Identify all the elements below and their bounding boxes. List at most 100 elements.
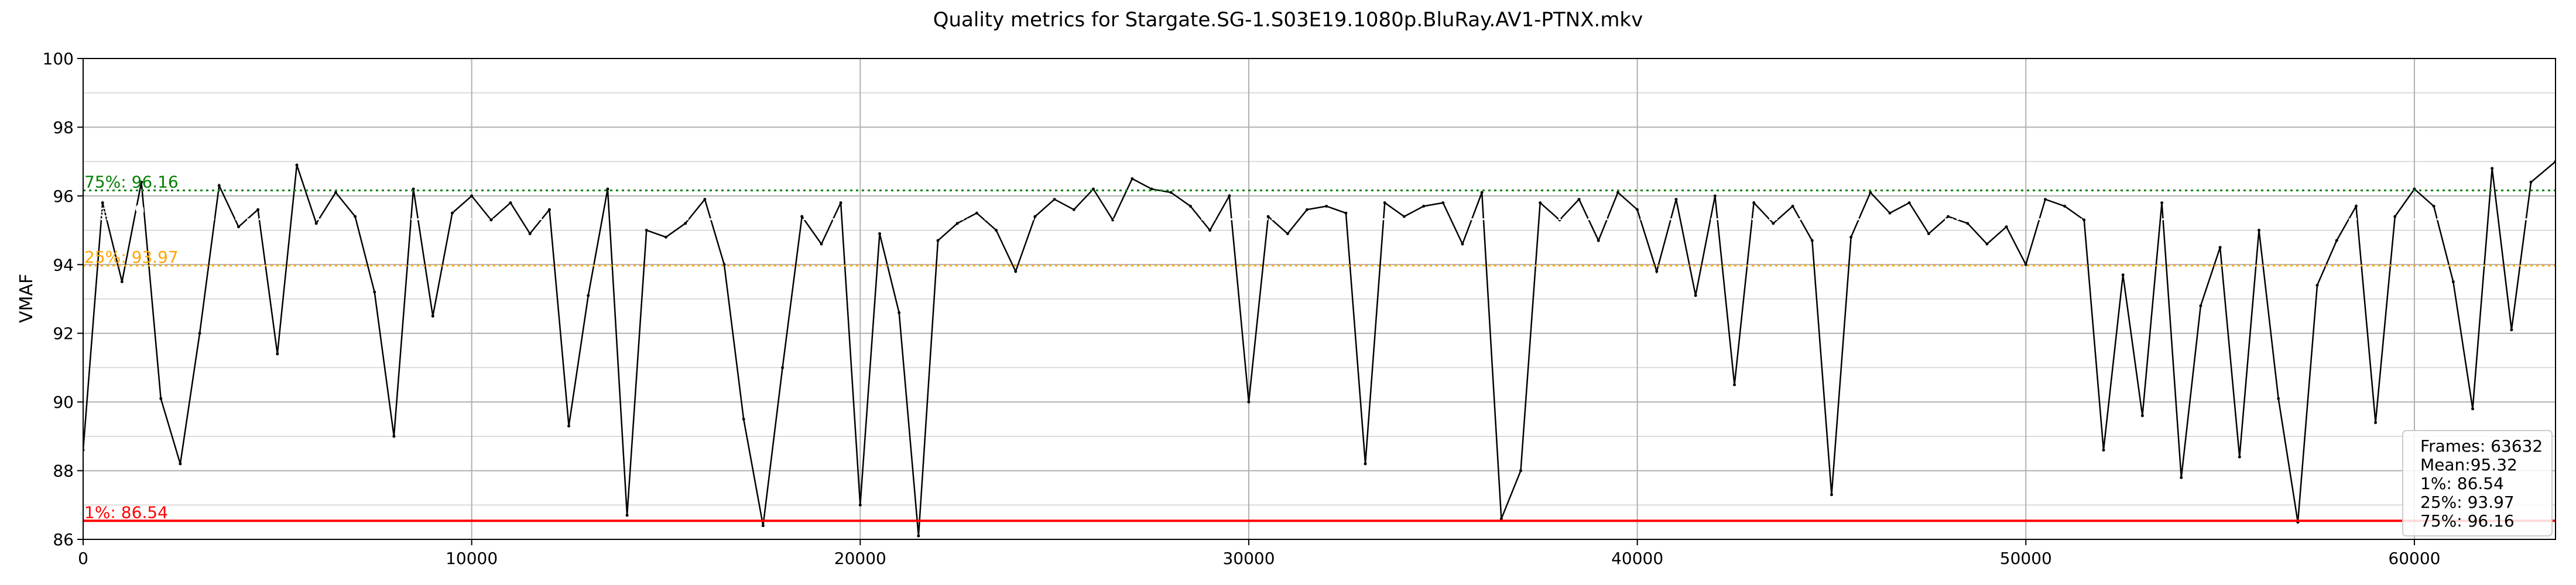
data-point	[2335, 239, 2338, 242]
y-tick-label: 88	[53, 462, 74, 481]
y-axis-label: VMAF	[16, 274, 37, 323]
data-point	[606, 187, 609, 191]
data-point	[684, 222, 687, 225]
data-point	[1402, 215, 1406, 218]
reference-label: 75%: 96.16	[84, 172, 179, 191]
data-point	[198, 332, 201, 335]
data-point	[2024, 263, 2027, 266]
data-point	[1888, 211, 1892, 215]
data-point	[1188, 204, 1192, 208]
legend-entry: 1%: 86.54	[2420, 474, 2504, 493]
data-point	[489, 218, 493, 222]
data-point	[2277, 397, 2280, 400]
x-tick-label: 40000	[1611, 549, 1663, 568]
y-tick-label: 86	[53, 530, 74, 549]
data-point	[354, 215, 357, 218]
data-point	[995, 229, 998, 232]
data-point	[1636, 208, 1639, 211]
data-point	[703, 198, 707, 201]
data-point	[1131, 177, 1134, 180]
data-point	[936, 239, 940, 242]
data-point	[1441, 201, 1445, 205]
data-point	[761, 524, 765, 528]
data-point	[2529, 180, 2533, 184]
data-point	[334, 191, 337, 194]
data-point	[1772, 222, 1775, 225]
data-point	[1266, 215, 1270, 218]
data-point	[373, 290, 376, 294]
legend-entry: 25%: 93.97	[2420, 493, 2515, 512]
data-point	[1072, 208, 1075, 211]
data-point	[528, 232, 532, 235]
data-point	[256, 208, 260, 211]
data-point	[1655, 270, 1659, 273]
data-point	[567, 424, 571, 428]
data-point	[955, 222, 959, 225]
data-point	[1907, 201, 1911, 205]
data-point	[1344, 211, 1348, 215]
data-point	[587, 294, 590, 297]
data-point	[975, 211, 978, 215]
data-point	[509, 201, 512, 205]
data-point	[2102, 448, 2105, 452]
data-point	[2374, 421, 2378, 424]
data-point	[1713, 194, 1717, 198]
series-vmaf	[83, 160, 2556, 538]
data-point	[1869, 191, 1872, 194]
reference-label: 1%: 86.54	[84, 503, 168, 522]
y-tick-label: 96	[53, 187, 74, 206]
data-point	[1092, 187, 1095, 191]
data-point	[1111, 218, 1115, 222]
data-point	[2121, 273, 2125, 277]
data-point	[917, 534, 920, 538]
series-line	[83, 161, 2556, 536]
data-point	[664, 235, 667, 239]
data-point	[1849, 235, 1853, 239]
x-tick-label: 0	[78, 549, 88, 568]
data-point	[276, 352, 279, 356]
data-point	[1461, 242, 1464, 246]
data-point	[1947, 215, 1950, 218]
data-point	[625, 514, 629, 517]
data-point	[2140, 414, 2144, 418]
data-point	[1966, 222, 1969, 225]
data-point	[1616, 191, 1619, 194]
data-point	[2471, 407, 2475, 411]
data-point	[1597, 239, 1600, 242]
data-point	[470, 194, 474, 198]
x-tick-label: 20000	[834, 549, 886, 568]
data-point	[1325, 204, 1328, 208]
y-tick-label: 100	[43, 49, 74, 68]
data-point	[839, 201, 842, 205]
data-point	[2257, 229, 2260, 232]
x-tick-label: 30000	[1222, 549, 1275, 568]
data-point	[1830, 493, 1833, 497]
data-point	[1053, 198, 1056, 201]
data-point	[2393, 215, 2397, 218]
data-point	[898, 311, 901, 314]
data-point	[140, 180, 143, 184]
reference-label: Mean:95.32	[84, 201, 181, 221]
y-tick-label: 90	[53, 393, 74, 412]
data-point	[101, 201, 104, 205]
data-point	[179, 462, 182, 466]
data-point	[2063, 204, 2067, 208]
axes: 86 88 90 92 94 96 98 100 0 10000 20000 30000 40000 50…	[43, 49, 2556, 568]
data-point	[1480, 191, 1484, 194]
data-point	[2315, 284, 2319, 287]
data-point	[392, 435, 396, 438]
data-point	[1228, 194, 1231, 198]
data-point	[1791, 204, 1794, 208]
data-point	[1733, 383, 1736, 387]
data-point	[2491, 167, 2494, 170]
data-point	[295, 163, 299, 167]
data-point	[2510, 328, 2513, 332]
data-point	[1383, 201, 1386, 205]
data-point	[1985, 242, 1989, 246]
data-point	[2451, 280, 2455, 284]
data-point	[1752, 201, 1756, 205]
data-point	[1539, 201, 1542, 205]
data-point	[1519, 469, 1523, 473]
